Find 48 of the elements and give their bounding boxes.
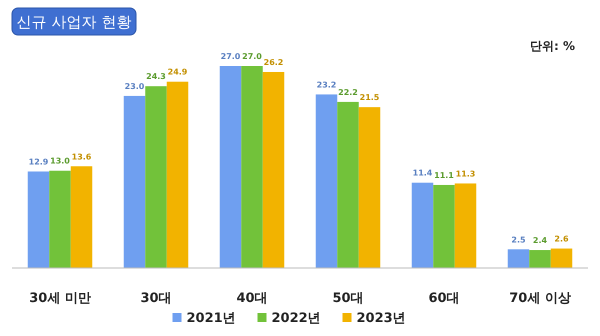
legend-label: 2023년: [356, 311, 406, 326]
data-label: 11.3: [456, 169, 476, 178]
data-label: 21.5: [360, 93, 380, 102]
data-label: 2.4: [532, 236, 548, 246]
bar: [454, 183, 476, 268]
bar: [337, 102, 359, 268]
data-label: 11.1: [434, 170, 454, 180]
legend-label: 2021년: [186, 311, 236, 326]
x-tick-label: 40대: [236, 291, 268, 306]
bar: [316, 94, 338, 268]
data-label: 23.2: [316, 80, 336, 90]
bar: [358, 107, 380, 268]
data-label: 26.2: [264, 58, 284, 67]
bar: [241, 66, 263, 268]
data-label: 13.0: [50, 156, 70, 166]
bar: [220, 66, 242, 268]
bar: [508, 249, 530, 268]
data-label: 11.4: [412, 168, 433, 178]
bar: [145, 86, 167, 268]
x-tick-label: 60대: [428, 291, 460, 306]
data-label: 24.9: [168, 68, 188, 77]
data-label: 13.6: [72, 152, 92, 162]
data-label: 24.3: [146, 72, 166, 82]
data-label: 27.0: [242, 52, 262, 61]
data-label: 2.6: [554, 234, 570, 244]
bar: [529, 250, 551, 268]
x-tick-label: 30세 미만: [29, 291, 91, 306]
bar: [28, 171, 50, 268]
bar: [550, 248, 572, 268]
bar: [262, 72, 284, 268]
bar: [166, 82, 188, 268]
data-label: 22.2: [338, 88, 358, 97]
bar: [49, 170, 71, 268]
bar: [124, 96, 146, 268]
x-tick-label: 50대: [332, 291, 364, 306]
data-label: 23.0: [124, 82, 145, 91]
bar: [433, 184, 455, 268]
text: 단위: %: [530, 39, 575, 53]
chart-title: 신규 사업자 현황: [16, 13, 132, 31]
x-tick-label: 30대: [140, 291, 172, 306]
data-label: 2.5: [511, 235, 526, 244]
data-label: 12.9: [28, 157, 49, 166]
legend-label: 2022년: [272, 311, 321, 326]
bar: [70, 166, 92, 268]
x-tick-label: 70세 이상: [509, 291, 571, 306]
data-label: 27.0: [220, 52, 241, 61]
title: 신규 사업자 현황: [12, 8, 136, 36]
bar: [412, 182, 434, 268]
